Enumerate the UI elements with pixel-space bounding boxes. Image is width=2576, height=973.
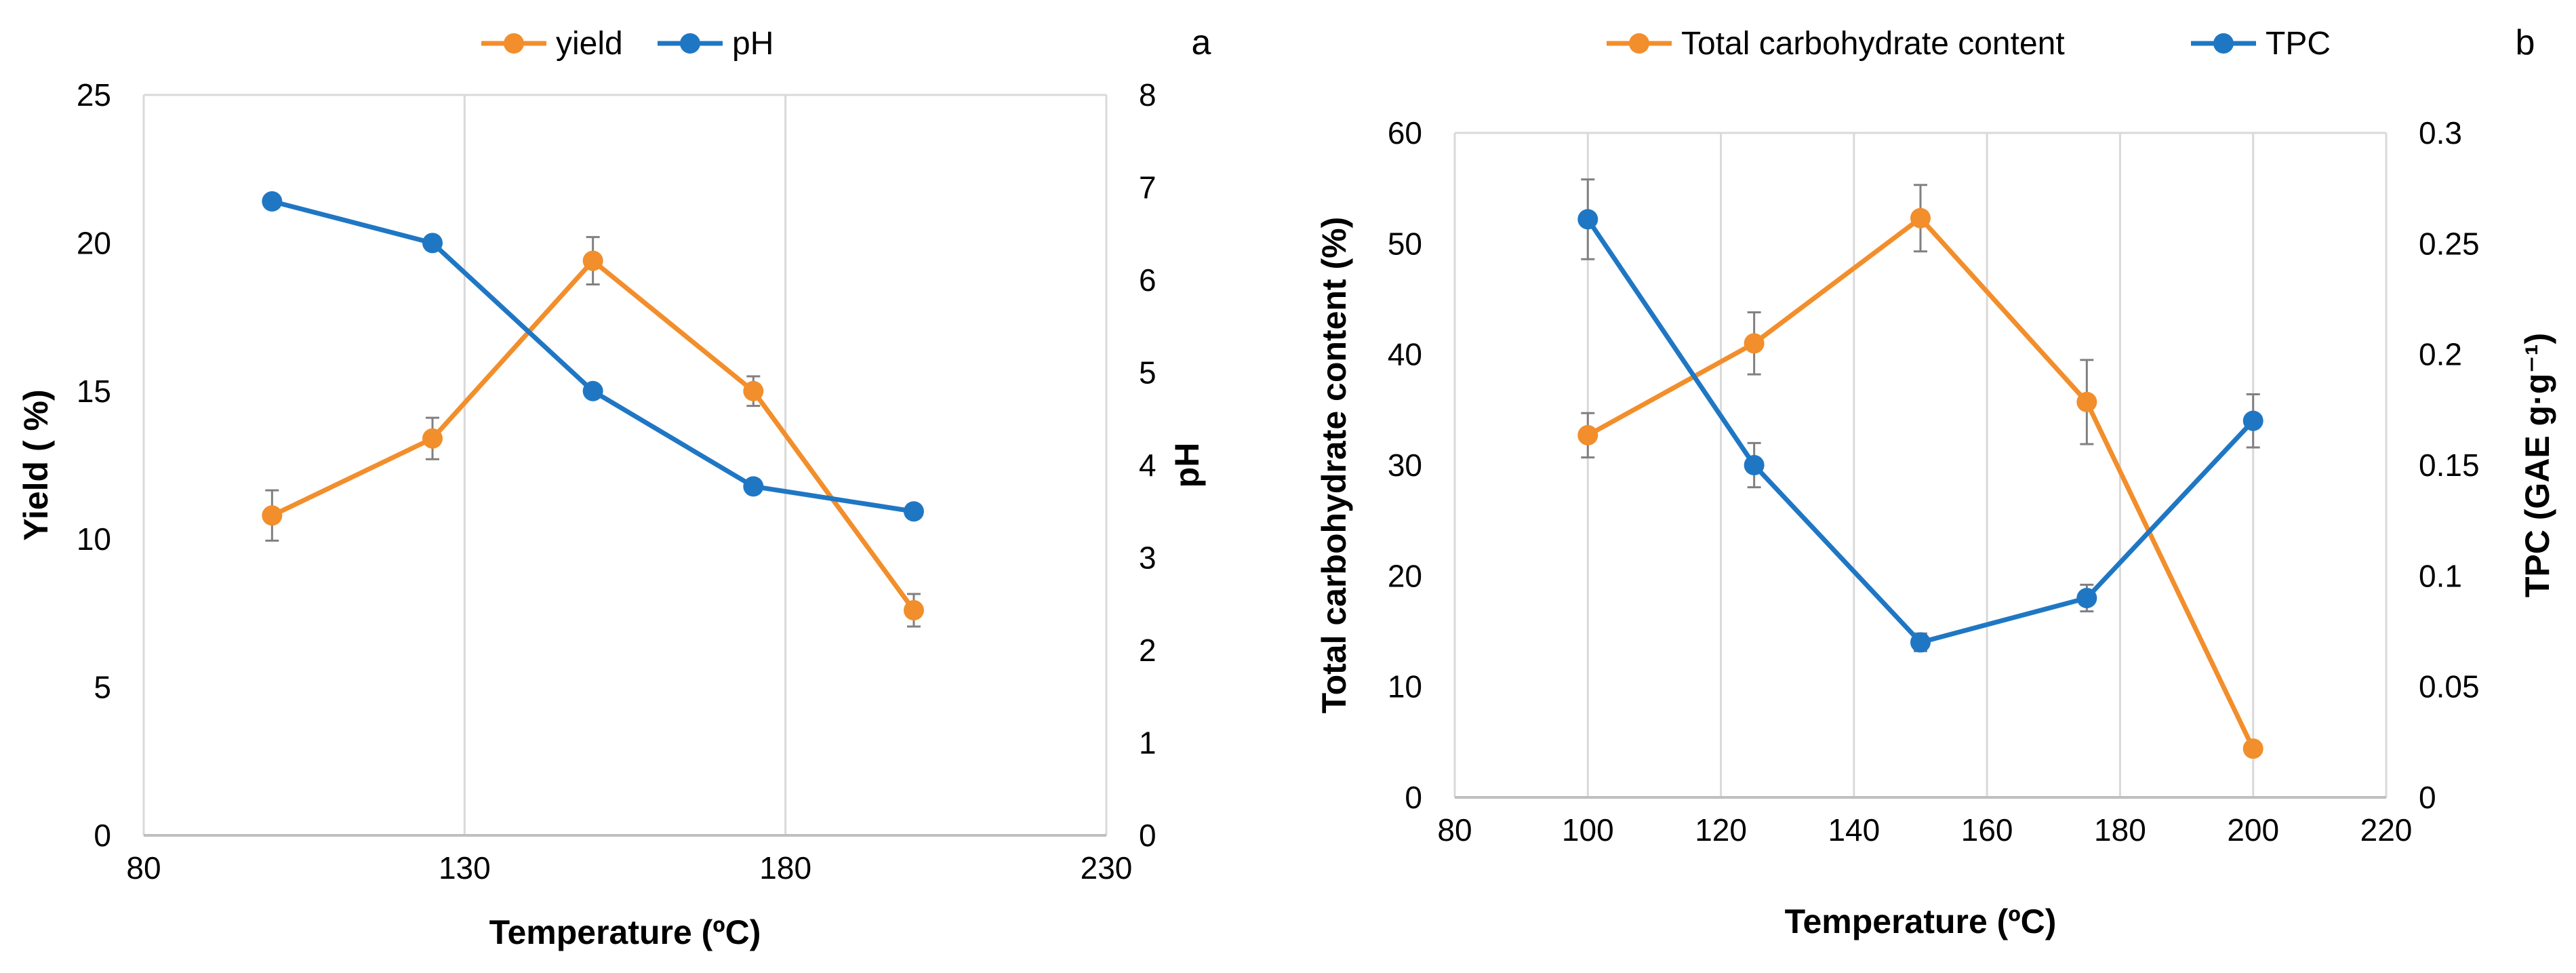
x-tick-label: 160 bbox=[1961, 812, 2013, 848]
x-tick-label: 220 bbox=[2360, 812, 2413, 848]
legend-label: pH bbox=[732, 26, 773, 62]
x-tick-label: 230 bbox=[1081, 850, 1133, 886]
y-tick-label: 5 bbox=[94, 670, 111, 705]
y-tick-label: 15 bbox=[77, 374, 111, 409]
x-axis-title: Temperature (ºC) bbox=[489, 913, 761, 951]
y-axis-title: Total carbohydrate content (%) bbox=[1315, 217, 1353, 713]
y2-tick-label: 0.1 bbox=[2419, 558, 2462, 593]
series-line bbox=[270, 258, 916, 612]
legend-swatch-marker bbox=[504, 33, 524, 54]
legend-swatch-marker bbox=[680, 33, 700, 54]
series-yield bbox=[262, 236, 924, 628]
data-point bbox=[262, 191, 283, 212]
data-point bbox=[2242, 738, 2263, 759]
y-tick-label: 20 bbox=[1388, 558, 1422, 593]
data-point bbox=[743, 380, 764, 401]
chart-panel-a: 80 130 180 2300510152025012345678Temperatur… bbox=[17, 23, 1211, 951]
y2-tick-label: 0.3 bbox=[2419, 115, 2462, 151]
x-tick-label: 80 bbox=[126, 850, 161, 886]
series-ph bbox=[262, 191, 924, 522]
y2-tick-label: 0 bbox=[2419, 780, 2436, 815]
x-tick-label: 100 bbox=[1562, 812, 1614, 848]
x-tick-label: 180 bbox=[759, 850, 811, 886]
x-axis-title: Temperature (ºC) bbox=[1785, 902, 2057, 940]
x-tick-label: 180 bbox=[2094, 812, 2146, 848]
y2-axis-title: pH bbox=[1168, 443, 1206, 488]
legend-swatch-marker bbox=[1629, 33, 1649, 54]
data-point bbox=[2242, 410, 2263, 431]
y2-tick-label: 6 bbox=[1139, 262, 1156, 298]
data-point bbox=[422, 428, 443, 449]
y2-tick-label: 0.25 bbox=[2419, 226, 2480, 261]
y2-tick-label: 1 bbox=[1139, 726, 1156, 761]
y2-tick-label: 7 bbox=[1139, 170, 1156, 205]
y-tick-label: 0 bbox=[94, 818, 111, 853]
legend-swatch-marker bbox=[2213, 33, 2234, 54]
data-point bbox=[1910, 632, 1931, 653]
data-point bbox=[582, 250, 603, 271]
legend-label: yield bbox=[556, 26, 623, 62]
data-point bbox=[743, 476, 764, 497]
y-tick-label: 25 bbox=[77, 77, 111, 113]
data-point bbox=[1744, 455, 1765, 475]
y-tick-label: 10 bbox=[77, 521, 111, 557]
y-tick-label: 50 bbox=[1388, 226, 1422, 261]
legend-label: TPC bbox=[2266, 26, 2331, 62]
data-point bbox=[1910, 207, 1931, 229]
y2-axis-title: TPC (GAE g·g⁻¹) bbox=[2518, 333, 2556, 597]
series-tpc bbox=[1577, 178, 2263, 653]
series-line bbox=[1586, 218, 2255, 645]
x-tick-label: 130 bbox=[439, 850, 491, 886]
data-point bbox=[904, 600, 924, 621]
y-axis-title: Yield ( %) bbox=[17, 389, 55, 540]
y-tick-label: 60 bbox=[1388, 115, 1422, 151]
y-tick-label: 40 bbox=[1388, 337, 1422, 372]
x-tick-label: 80 bbox=[1437, 812, 1472, 848]
x-tick-label: 120 bbox=[1695, 812, 1747, 848]
x-tick-label: 200 bbox=[2227, 812, 2279, 848]
y-tick-label: 10 bbox=[1388, 669, 1422, 704]
y2-tick-label: 3 bbox=[1139, 540, 1156, 576]
y2-tick-label: 0.15 bbox=[2419, 448, 2480, 483]
data-point bbox=[422, 233, 443, 254]
chart-panel-b: 80 100 120 140 160 180 200 220010203040506000.0… bbox=[1315, 23, 2556, 940]
y2-tick-label: 0.05 bbox=[2419, 669, 2480, 704]
y2-tick-label: 8 bbox=[1139, 77, 1156, 113]
panel-letter: b bbox=[2516, 23, 2535, 62]
y2-tick-label: 0.2 bbox=[2419, 337, 2462, 372]
data-point bbox=[1744, 333, 1765, 354]
y2-tick-label: 2 bbox=[1139, 633, 1156, 668]
x-tick-label: 140 bbox=[1828, 812, 1880, 848]
data-point bbox=[262, 505, 283, 526]
y-tick-label: 20 bbox=[77, 225, 111, 260]
data-point bbox=[582, 380, 603, 401]
panel-letter: a bbox=[1192, 23, 1211, 62]
legend-label: Total carbohydrate content bbox=[1681, 26, 2065, 62]
series-line bbox=[1586, 216, 2255, 750]
y2-tick-label: 5 bbox=[1139, 355, 1156, 391]
data-point bbox=[904, 501, 924, 522]
y2-tick-label: 4 bbox=[1139, 448, 1156, 483]
series-total-carbohydrate-content bbox=[1577, 184, 2263, 759]
data-point bbox=[2076, 588, 2097, 608]
y2-tick-label: 0 bbox=[1139, 818, 1156, 853]
y-tick-label: 0 bbox=[1405, 780, 1422, 815]
data-point bbox=[2076, 391, 2097, 412]
y-tick-label: 30 bbox=[1388, 448, 1422, 483]
data-point bbox=[1577, 209, 1598, 230]
data-point bbox=[1577, 424, 1598, 445]
